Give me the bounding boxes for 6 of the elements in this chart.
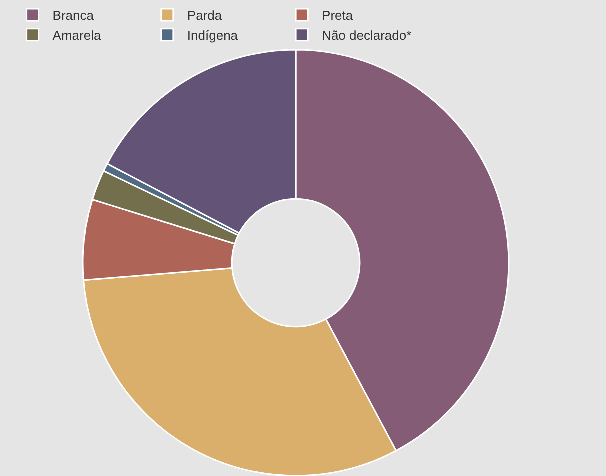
legend-label: Parda [187,8,223,24]
legend-label: Preta [322,8,354,24]
legend-label: Não declarado* [322,28,412,43]
legend-label: Amarela [52,28,102,43]
legend-label: Indígena [187,28,239,43]
legend-label: Branca [52,8,95,24]
